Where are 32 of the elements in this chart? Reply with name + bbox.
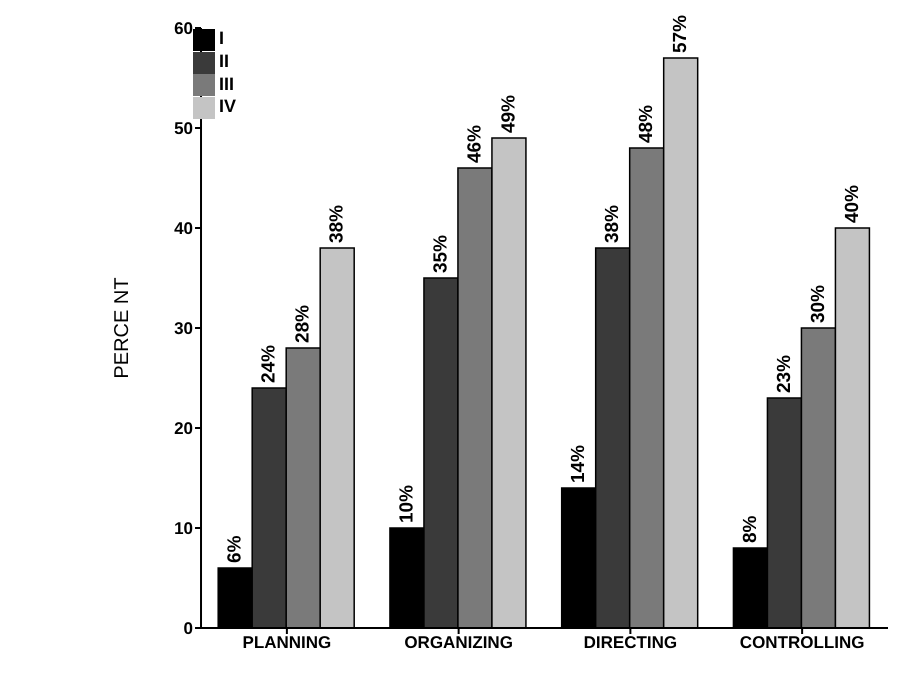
data-label: 8% bbox=[740, 515, 761, 543]
data-label: 38% bbox=[602, 204, 624, 243]
y-tick-label: 10 bbox=[174, 519, 194, 538]
data-label: 28% bbox=[292, 304, 314, 343]
legend-label: III bbox=[219, 74, 234, 94]
data-label: 24% bbox=[258, 344, 280, 383]
x-tick-label: ORGANIZING bbox=[404, 633, 513, 652]
y-tick-label: 0 bbox=[184, 619, 194, 638]
data-label: 35% bbox=[430, 234, 452, 273]
legend-label: I bbox=[219, 28, 224, 48]
y-tick-label: 60 bbox=[174, 19, 194, 38]
y-tick-label: 40 bbox=[174, 219, 194, 238]
x-tick-label: DIRECTING bbox=[584, 633, 678, 652]
y-tick-label: 50 bbox=[174, 119, 194, 138]
y-tick-label: 20 bbox=[174, 419, 194, 438]
x-tick-label: PLANNING bbox=[242, 633, 332, 652]
data-label: 57% bbox=[670, 14, 692, 53]
data-label: 10% bbox=[396, 484, 418, 523]
data-label: 48% bbox=[636, 104, 658, 143]
data-label: 46% bbox=[464, 124, 486, 163]
x-tick-label: CONTROLLING bbox=[740, 633, 864, 652]
data-label: 30% bbox=[808, 284, 829, 323]
data-label: 49% bbox=[498, 94, 520, 133]
data-label: 23% bbox=[774, 354, 795, 393]
legend-label: II bbox=[219, 50, 230, 71]
data-label: 14% bbox=[568, 444, 590, 483]
y-tick-label: 30 bbox=[174, 319, 194, 338]
data-label: 38% bbox=[326, 204, 348, 243]
y-axis-title: PERCE NT bbox=[111, 277, 134, 379]
legend-label: IV bbox=[219, 96, 236, 116]
data-label: 40% bbox=[842, 184, 863, 223]
data-label: 6% bbox=[224, 535, 246, 563]
